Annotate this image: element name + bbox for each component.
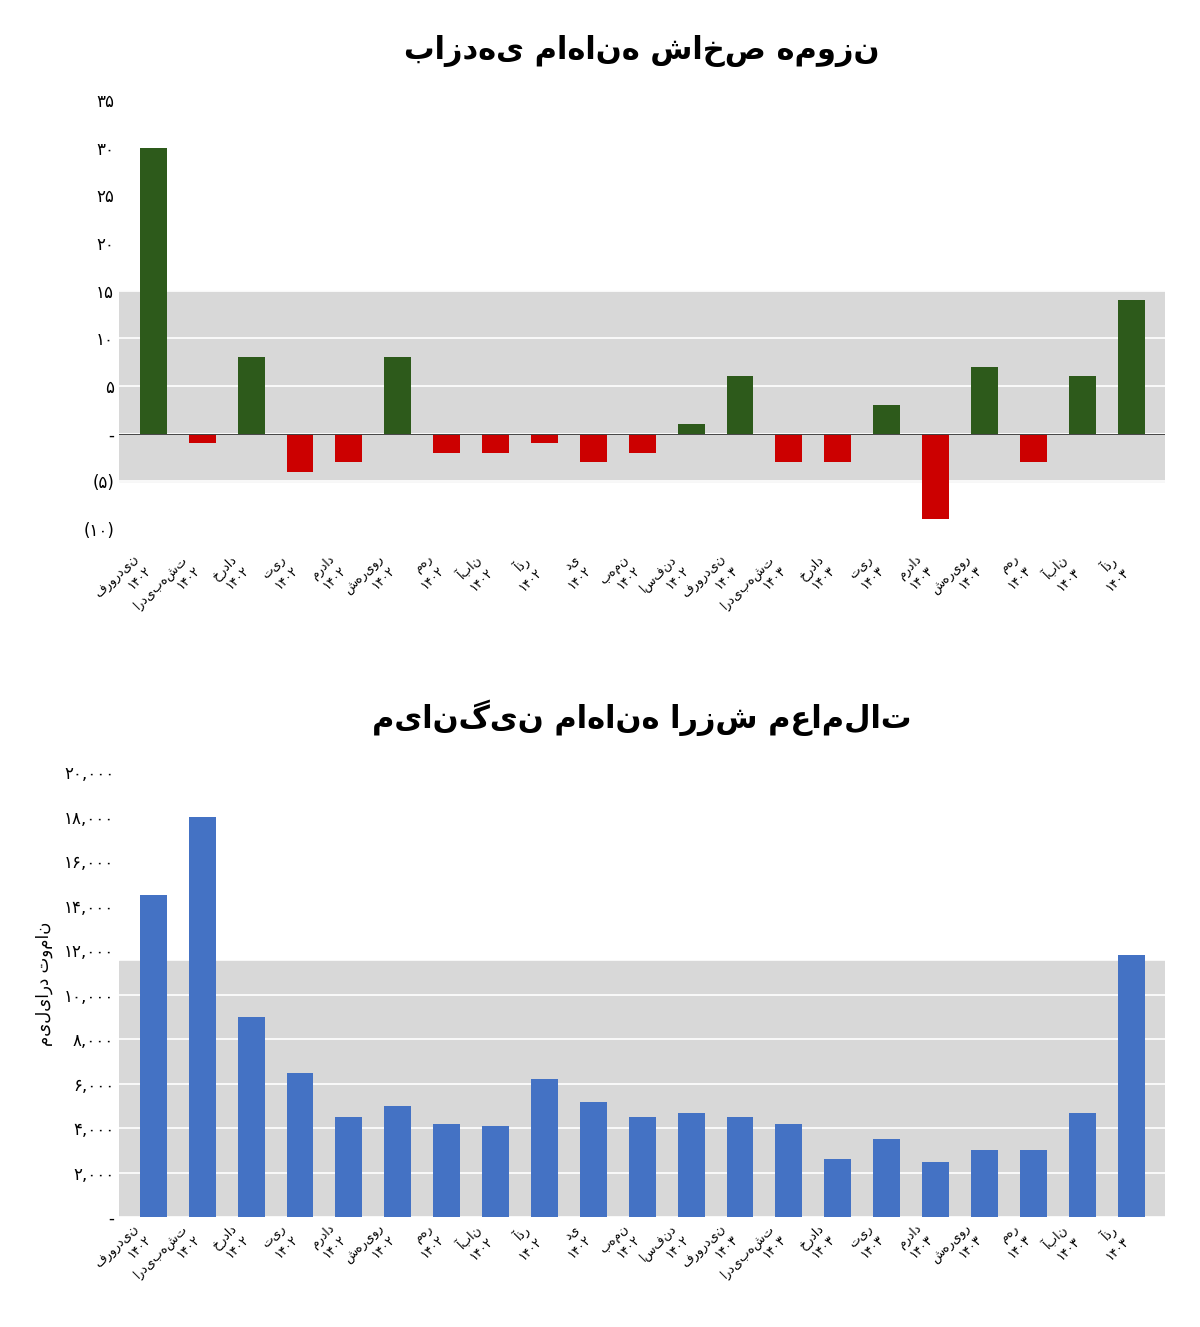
Bar: [629, 1117, 655, 1217]
Bar: [922, 1161, 949, 1217]
Bar: [874, 1140, 900, 1217]
Bar: [824, 434, 851, 462]
Bar: [119, 291, 1165, 482]
Bar: [726, 377, 754, 434]
Bar: [384, 357, 412, 434]
Bar: [530, 434, 558, 443]
Bar: [1069, 377, 1096, 434]
Bar: [1117, 954, 1145, 1217]
Bar: [238, 1016, 264, 1217]
Bar: [775, 434, 803, 462]
Bar: [678, 425, 704, 434]
Bar: [482, 1127, 509, 1217]
Bar: [530, 1079, 558, 1217]
Bar: [629, 434, 655, 453]
Bar: [1069, 1112, 1096, 1217]
Bar: [384, 1105, 412, 1217]
Bar: [335, 434, 362, 462]
Bar: [140, 894, 167, 1217]
Bar: [580, 434, 607, 462]
Bar: [922, 434, 949, 519]
Bar: [678, 1112, 704, 1217]
Bar: [433, 1124, 460, 1217]
Bar: [971, 1151, 998, 1217]
Title: بازدهی ماهانه شاخص هموزن: بازدهی ماهانه شاخص هموزن: [404, 35, 880, 66]
Bar: [140, 147, 167, 434]
Title: میانگین ماهانه ارزش معاملات: میانگین ماهانه ارزش معاملات: [372, 699, 912, 736]
Bar: [874, 405, 900, 434]
Bar: [188, 434, 216, 443]
Bar: [1020, 1151, 1046, 1217]
Bar: [824, 1160, 851, 1217]
Bar: [971, 366, 998, 434]
Bar: [726, 1117, 754, 1217]
Bar: [188, 817, 216, 1217]
Y-axis label: میلیارد تومان: میلیارد تومان: [35, 921, 53, 1046]
Bar: [335, 1117, 362, 1217]
Bar: [433, 434, 460, 453]
Bar: [1117, 300, 1145, 434]
Bar: [119, 962, 1165, 1217]
Bar: [580, 1101, 607, 1217]
Bar: [287, 1072, 313, 1217]
Bar: [482, 434, 509, 453]
Bar: [1020, 434, 1046, 462]
Bar: [775, 1124, 803, 1217]
Bar: [238, 357, 264, 434]
Bar: [287, 434, 313, 472]
